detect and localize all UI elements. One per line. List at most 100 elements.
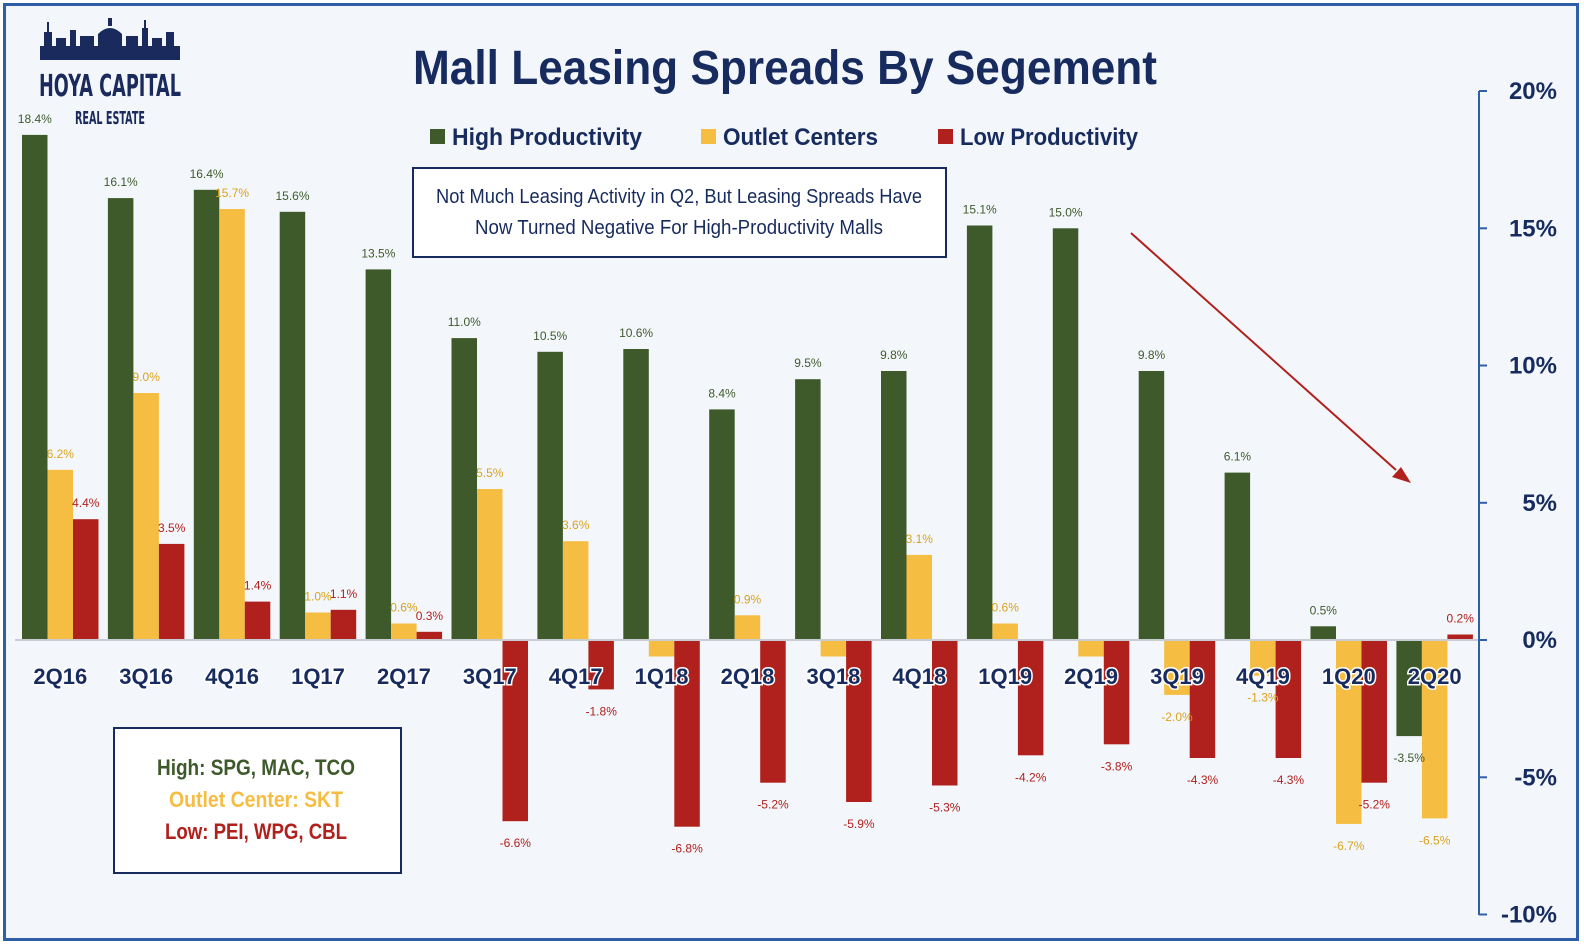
- x-axis: 2Q16 3Q16 4Q16 1Q17 2Q17 3Q17 4Q17 1Q18 2Q18 3Q18…: [15, 639, 1478, 691]
- bar-low-productivity-2q19: [1103, 640, 1130, 745]
- bar-outlet-centers-3q16: [133, 393, 159, 640]
- bar-low-productivity-4q19: [1275, 640, 1302, 758]
- logo-line1: HOYA CAPITAL: [39, 69, 181, 104]
- data-label-outlet-centers-2q16: 6.2%: [47, 447, 75, 461]
- data-label-high-productivity-2q16: 18.4%: [18, 112, 52, 126]
- annotation-line2: Now Turned Negative For High-Productivit…: [475, 217, 883, 239]
- bar-outlet-centers-1q19: [992, 623, 1018, 640]
- data-label-high-productivity-1q19: 15.1%: [963, 203, 997, 217]
- data-label-high-productivity-1q17: 15.6%: [275, 189, 309, 203]
- x-tick-label-1q18: 1Q18: [635, 664, 689, 689]
- bar-outlet-centers-1q18: [648, 640, 675, 657]
- x-tick-label-2q18: 2Q18: [721, 664, 775, 689]
- bar-high-productivity-4q18: [881, 371, 907, 640]
- y-tick-label: -5%: [1514, 764, 1557, 791]
- data-label-outlet-centers-3q17: 5.5%: [476, 466, 504, 480]
- x-tick-label-4q17: 4Q17: [549, 664, 603, 689]
- bar-low-productivity-1q20: [1361, 640, 1387, 783]
- y-tick-label: 10%: [1509, 353, 1557, 380]
- data-label-low-productivity-1q19: -4.2%: [1015, 770, 1047, 784]
- x-tick-label-2q16: 2Q16: [33, 664, 87, 689]
- bar-outlet-centers-4q19: [1250, 640, 1276, 676]
- bar-low-productivity-3q19: [1189, 640, 1216, 758]
- bar-outlet-centers-2q16: [47, 469, 73, 640]
- bar-low-productivity-1q18: [674, 640, 700, 827]
- bar-high-productivity-1q18: [623, 349, 649, 640]
- logo-line2: REAL ESTATE: [75, 108, 145, 129]
- data-label-high-productivity-2q17: 13.5%: [361, 246, 395, 260]
- bar-outlet-centers-3q17: [477, 489, 503, 640]
- x-tick-label-2q17: 2Q17: [377, 664, 431, 689]
- x-tick-label-3q18: 3Q18: [806, 664, 860, 689]
- bar-high-productivity-3q18: [795, 379, 821, 640]
- bar-high-productivity-1q20: [1310, 626, 1336, 640]
- y-tick-label: 5%: [1522, 490, 1557, 517]
- data-label-high-productivity-1q20: 0.5%: [1310, 603, 1338, 617]
- data-label-low-productivity-3q16: 3.5%: [158, 521, 186, 535]
- annotation-box: Not Much Leasing Activity in Q2, But Lea…: [412, 167, 947, 258]
- y-axis: 20% 15% 10% 5% 0% -5% -10%: [1478, 78, 1557, 929]
- x-tick-label-2q20: 2Q20: [1408, 664, 1462, 689]
- bar-low-productivity-4q16: [244, 601, 271, 640]
- data-label-high-productivity-3q17: 11.0%: [448, 315, 481, 329]
- data-label-low-productivity-4q19: -4.3%: [1273, 773, 1305, 787]
- bar-low-productivity-3q18: [846, 640, 872, 802]
- x-tick-labels: 2Q16 3Q16 4Q16 1Q17 2Q17 3Q17 4Q17 1Q18 2Q18 3Q18…: [32, 663, 1463, 691]
- bar-low-productivity-1q17: [330, 609, 357, 640]
- x-tick-label-1q20: 1Q20: [1322, 664, 1376, 689]
- data-label-low-productivity-4q17: -1.8%: [586, 704, 618, 718]
- bar-outlet-centers-4q16: [219, 209, 245, 640]
- data-label-outlet-centers-1q19: 0.6%: [992, 601, 1020, 615]
- bars-layer: [22, 134, 1473, 827]
- x-tick-label-2q19: 2Q19: [1064, 664, 1118, 689]
- data-label-outlet-centers-4q16: 15.7%: [215, 186, 249, 200]
- y-tick-label: 15%: [1509, 215, 1557, 242]
- data-label-outlet-centers-2q18: 0.9%: [734, 592, 762, 606]
- legend-item-high: High Productivity: [430, 124, 643, 151]
- data-label-low-productivity-2q16: 4.4%: [72, 496, 100, 510]
- bar-outlet-centers-2q17: [391, 623, 417, 640]
- x-tick-label-1q17: 1Q17: [291, 664, 345, 689]
- data-label-high-productivity-4q17: 10.5%: [533, 329, 567, 343]
- legend-swatch-high: [430, 129, 445, 144]
- bar-high-productivity-2q19: [1052, 228, 1079, 641]
- data-label-high-productivity-3q18: 9.5%: [794, 356, 822, 370]
- bar-outlet-centers-1q20: [1336, 640, 1362, 824]
- bar-outlet-centers-2q18: [734, 615, 761, 640]
- x-tick-label-3q16: 3Q16: [119, 664, 173, 689]
- legend-label-low: Low Productivity: [960, 124, 1139, 151]
- chart-title: Mall Leasing Spreads By Segement: [413, 42, 1157, 95]
- legend-label-outlet: Outlet Centers: [723, 124, 878, 151]
- data-label-high-productivity-2q20: -3.5%: [1394, 751, 1426, 765]
- legend-item-outlet: Outlet Centers: [701, 124, 878, 151]
- x-tick-label-4q19: 4Q19: [1236, 664, 1290, 689]
- y-tick-labels: 20% 15% 10% 5% 0% -5% -10%: [1479, 78, 1557, 929]
- data-label-outlet-centers-1q17: 1.0%: [304, 590, 332, 604]
- logo: HOYA CAPITAL REAL ESTATE: [39, 18, 181, 129]
- y-tick-label: 0%: [1522, 627, 1557, 654]
- x-tick-label-4q16: 4Q16: [205, 664, 259, 689]
- data-label-low-productivity-2q20: 0.2%: [1447, 612, 1475, 626]
- data-label-outlet-centers-4q18: 3.1%: [906, 532, 934, 546]
- legend-swatch-low: [938, 129, 953, 144]
- data-label-outlet-centers-4q17: 3.6%: [562, 518, 590, 532]
- x-tick-label-3q19: 3Q19: [1150, 664, 1204, 689]
- data-label-low-productivity-3q18: -5.9%: [843, 817, 875, 831]
- bar-high-productivity-4q16: [193, 189, 220, 641]
- bar-high-productivity-2q16: [22, 134, 48, 640]
- bar-low-productivity-4q17: [588, 640, 614, 690]
- bar-low-productivity-4q18: [932, 640, 958, 786]
- bar-high-productivity-2q20: [1396, 640, 1422, 737]
- bar-high-productivity-1q19: [966, 225, 993, 640]
- bar-high-productivity-4q17: [537, 351, 563, 640]
- data-label-high-productivity-3q19: 9.8%: [1138, 348, 1166, 362]
- bar-low-productivity-2q17: [416, 631, 443, 640]
- bar-low-productivity-3q16: [158, 543, 185, 640]
- bar-high-productivity-2q17: [365, 269, 392, 640]
- legend: High Productivity Outlet Centers Low Pro…: [430, 124, 1139, 151]
- bar-high-productivity-3q19: [1138, 371, 1165, 640]
- key-low: Low: PEI, WPG, CBL: [165, 819, 347, 844]
- bar-outlet-centers-3q18: [820, 640, 847, 657]
- data-label-high-productivity-2q18: 8.4%: [708, 386, 736, 400]
- skyline-icon: [40, 18, 180, 60]
